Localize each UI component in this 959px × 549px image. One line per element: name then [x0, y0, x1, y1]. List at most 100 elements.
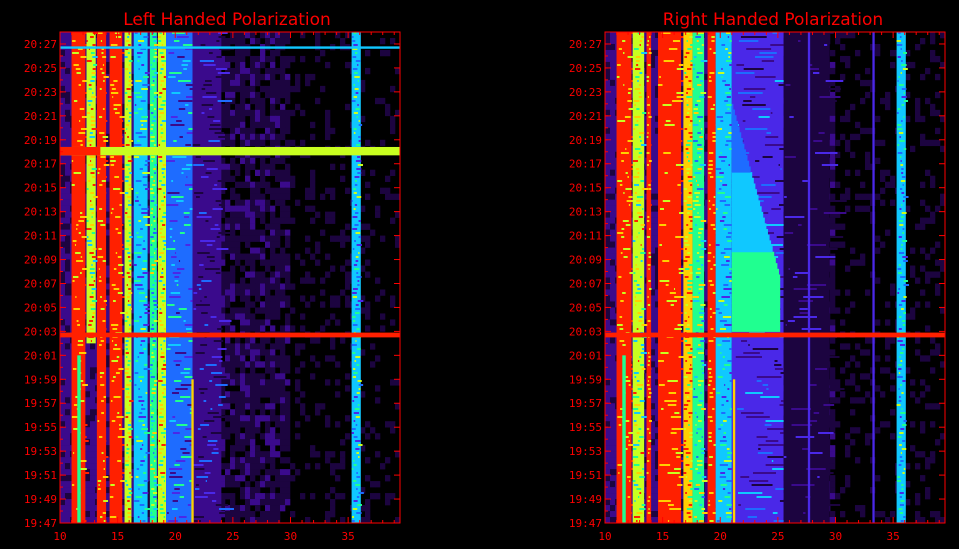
noise-cell: [225, 433, 231, 440]
noise-cell: [250, 463, 256, 470]
noise-cell: [260, 253, 266, 260]
noise-cell: [60, 313, 66, 320]
noise-cell: [65, 49, 71, 57]
noise-cell: [265, 451, 271, 458]
noise-cell: [275, 283, 281, 290]
noise-cell: [220, 307, 226, 314]
noise-cell: [265, 307, 271, 314]
band-speckle: [158, 320, 162, 322]
noise-cell: [220, 379, 226, 386]
noise-cell: [60, 133, 66, 141]
noise-cell: [285, 337, 291, 344]
noise-cell: [270, 217, 276, 224]
noise-cell: [120, 115, 126, 123]
noise-cell: [105, 295, 111, 302]
noise-cell: [330, 511, 336, 518]
band-speckle: [101, 188, 105, 190]
band-speckle: [141, 64, 145, 66]
band-speckle: [183, 368, 191, 370]
noise-cell: [255, 187, 261, 194]
band-speckle: [100, 424, 103, 426]
noise-cell: [145, 271, 151, 278]
noise-cell: [85, 463, 91, 470]
noise-cell: [285, 433, 291, 440]
band-speckle: [139, 168, 143, 170]
band-speckle: [99, 496, 104, 498]
band-speckle: [151, 440, 155, 442]
noise-cell: [360, 517, 366, 524]
noise-cell: [255, 253, 261, 260]
noise-cell: [145, 163, 151, 171]
noise-cell: [280, 487, 286, 494]
noise-cell: [275, 121, 281, 129]
noise-cell: [120, 421, 126, 428]
noise-cell: [235, 457, 241, 464]
band-speckle: [140, 328, 146, 330]
noise-cell: [270, 379, 276, 386]
band-speckle: [153, 304, 158, 306]
noise-cell: [240, 115, 246, 123]
noise-cell: [270, 469, 276, 476]
noise-cell: [255, 493, 261, 500]
noise-cell: [260, 283, 266, 290]
band-speckle: [152, 492, 158, 494]
noise-cell: [275, 193, 281, 200]
band-speckle: [113, 288, 120, 290]
noise-cell: [120, 301, 126, 308]
band-speckle: [173, 360, 182, 362]
noise-cell: [120, 67, 126, 75]
noise-cell: [235, 361, 241, 368]
noise-cell: [390, 301, 396, 308]
band-speckle: [150, 112, 154, 114]
band-speckle: [127, 136, 129, 138]
noise-cell: [60, 175, 66, 182]
band-speckle: [153, 96, 158, 98]
noise-cell: [90, 385, 96, 392]
band-speckle: [170, 116, 178, 118]
band-speckle: [118, 180, 124, 182]
noise-cell: [330, 187, 336, 194]
band-speckle: [93, 64, 98, 66]
band-speckle: [175, 364, 180, 366]
noise-cell: [250, 55, 256, 63]
band-speckle: [109, 100, 112, 102]
noise-cell: [130, 289, 136, 296]
band-speckle: [101, 368, 104, 370]
band-speckle: [133, 264, 137, 266]
noise-cell: [250, 109, 256, 117]
noise-cell: [155, 187, 161, 194]
noise-cell: [155, 79, 161, 87]
band-speckle: [143, 456, 146, 458]
noise-cell: [155, 517, 161, 524]
noise-cell: [155, 379, 161, 386]
band-speckle: [71, 76, 74, 78]
noise-cell: [90, 403, 96, 410]
noise-cell: [255, 463, 261, 470]
band-speckle: [153, 40, 158, 42]
noise-cell: [90, 397, 96, 404]
band-speckle: [83, 520, 87, 522]
noise-cell: [105, 127, 111, 135]
noise-cell: [230, 163, 236, 171]
noise-cell: [60, 295, 66, 302]
noise-cell: [240, 385, 246, 392]
noise-cell: [235, 55, 241, 63]
band-speckle: [184, 324, 197, 326]
band-speckle: [90, 200, 92, 202]
band-speckle: [114, 176, 120, 178]
noise-cell: [245, 235, 251, 242]
noise-cell: [130, 115, 136, 123]
band-speckle: [117, 256, 122, 258]
band-speckle: [119, 204, 122, 206]
noise-cell: [240, 313, 246, 320]
band-speckle: [116, 308, 122, 310]
noise-cell: [155, 175, 161, 182]
noise-cell: [250, 367, 256, 374]
noise-cell: [65, 457, 71, 464]
noise-cell: [335, 361, 341, 368]
noise-cell: [155, 499, 161, 506]
band-speckle: [151, 224, 153, 226]
noise-cell: [250, 37, 256, 45]
noise-cell: [325, 211, 331, 218]
noise-cell: [245, 517, 251, 524]
